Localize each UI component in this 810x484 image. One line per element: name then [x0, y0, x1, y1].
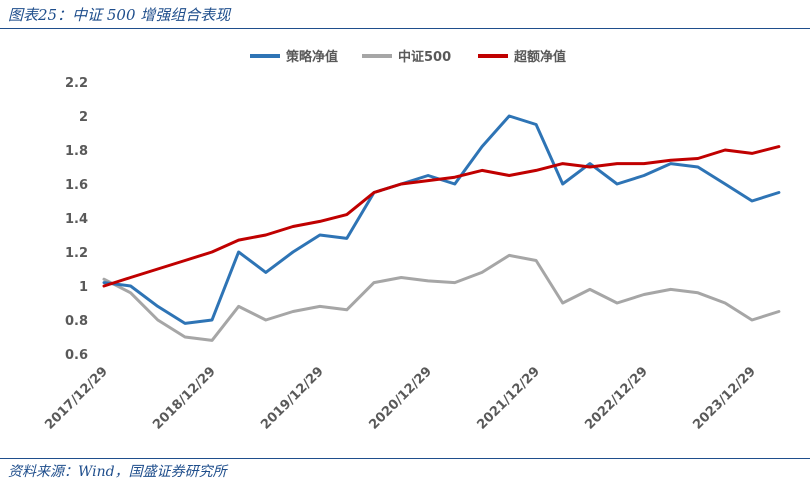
- series-lines: [102, 114, 781, 342]
- x-tick-label: 2020/12/29: [366, 364, 434, 432]
- legend: 策略净值 中证500 超额净值: [250, 49, 566, 65]
- x-tick-label: 2022/12/29: [582, 364, 650, 432]
- x-axis: 2017/12/29 2018/12/29 2019/12/29 2020/12/29…: [42, 364, 758, 432]
- series-line: [102, 114, 781, 325]
- x-tick-label: 2017/12/29: [42, 364, 110, 432]
- series-line: [102, 253, 781, 342]
- y-tick-label: 1.4: [65, 212, 88, 227]
- x-tick-label: 2023/12/29: [690, 364, 758, 432]
- title-rule: [0, 28, 810, 29]
- legend-label: 策略净值: [286, 49, 338, 65]
- line-chart: 策略净值 中证500 超额净值 0.6 0.8 1 1.2 1.4 1.6 1.8 2 2.2 20…: [42, 49, 781, 433]
- figure-title: 图表25：中证 500 增强组合表现: [8, 6, 231, 24]
- y-tick-label: 0.6: [65, 348, 88, 363]
- y-axis: 0.6 0.8 1 1.2 1.4 1.6 1.8 2 2.2: [65, 76, 88, 363]
- source-rule: [0, 458, 810, 459]
- y-tick-label: 2.2: [65, 76, 88, 91]
- legend-label: 中证500: [398, 49, 451, 65]
- source-note: 资料来源：Wind，国盛证券研究所: [8, 464, 227, 480]
- y-tick-label: 1: [79, 280, 88, 295]
- y-tick-label: 2: [79, 110, 88, 125]
- legend-label: 超额净值: [514, 49, 566, 65]
- x-tick-label: 2021/12/29: [474, 364, 542, 432]
- y-tick-label: 1.2: [65, 246, 88, 261]
- series-line: [102, 145, 781, 288]
- x-tick-label: 2019/12/29: [258, 364, 326, 432]
- y-tick-label: 1.6: [65, 178, 88, 193]
- y-tick-label: 0.8: [65, 314, 88, 329]
- y-tick-label: 1.8: [65, 144, 88, 159]
- x-tick-label: 2018/12/29: [150, 364, 218, 432]
